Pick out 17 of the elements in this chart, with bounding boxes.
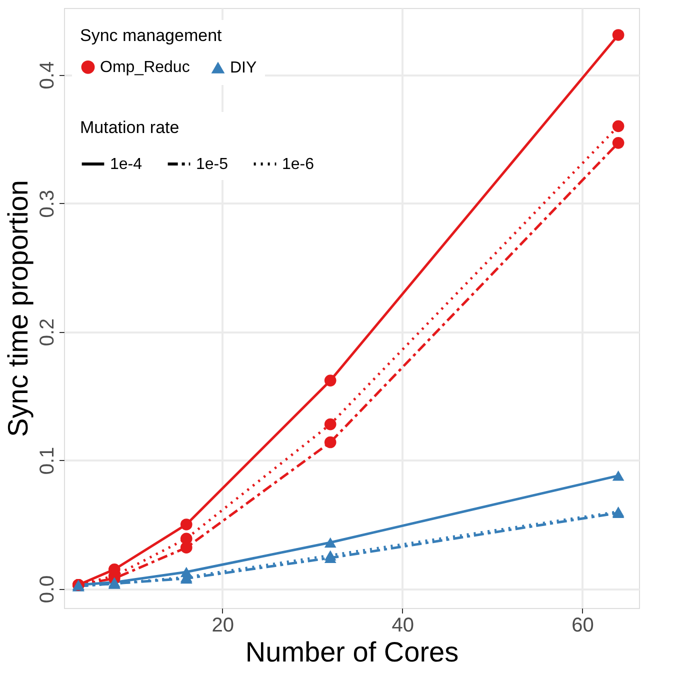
y-tick-label: 0.1 bbox=[36, 446, 58, 475]
annotation: 1e-6 bbox=[282, 156, 314, 173]
x-axis-title: Number of Cores bbox=[245, 636, 459, 668]
x-tick-label: 60 bbox=[572, 614, 594, 636]
annotation: 1e-5 bbox=[196, 156, 228, 173]
legend-label: DIY bbox=[230, 60, 257, 77]
annotation: 1e-4 bbox=[110, 156, 142, 173]
y-tick-label: 0.0 bbox=[36, 575, 58, 604]
text: Sync management bbox=[80, 26, 222, 45]
y-tick-label: 0.4 bbox=[36, 61, 58, 90]
x-tick-label: 40 bbox=[392, 614, 414, 636]
y-tick-label: 0.2 bbox=[36, 318, 58, 346]
y-tick-label: 0.3 bbox=[36, 190, 58, 218]
text: Mutation rate bbox=[80, 118, 180, 137]
y-axis-title: Sync time proportion bbox=[2, 180, 34, 437]
x-tick-label: 20 bbox=[212, 614, 234, 636]
legend-label: Omp_Reduc bbox=[100, 59, 190, 76]
